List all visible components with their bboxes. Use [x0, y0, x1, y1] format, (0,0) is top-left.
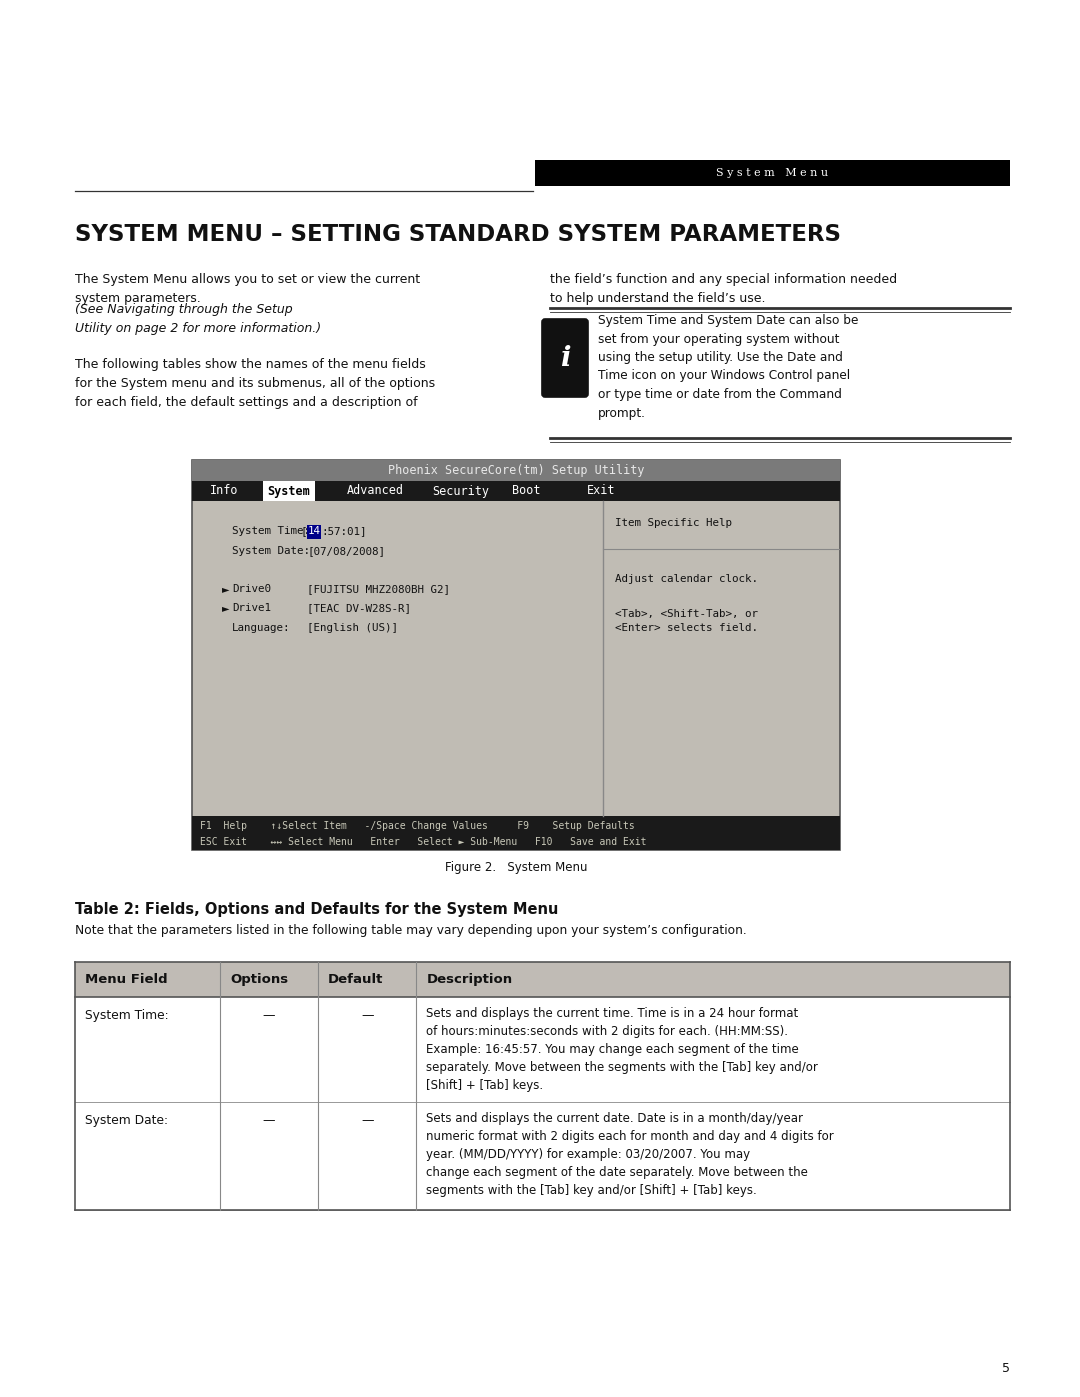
Text: 5: 5: [1002, 1362, 1010, 1375]
Text: Advanced: Advanced: [347, 485, 404, 497]
Bar: [75, 963, 1010, 997]
Text: System Time:: System Time:: [85, 1009, 168, 1023]
Bar: [603, 502, 839, 816]
Text: (See Navigating through the Setup
Utility on page 2 for more information.): (See Navigating through the Setup Utilit…: [75, 303, 321, 335]
Text: System Date:: System Date:: [85, 1113, 168, 1127]
Bar: [192, 460, 840, 481]
Text: The following tables show the names of the menu fields
for the System menu and i: The following tables show the names of t…: [75, 358, 435, 409]
Text: Phoenix SecureCore(tm) Setup Utility: Phoenix SecureCore(tm) Setup Utility: [388, 464, 645, 476]
Text: System Time and System Date can also be
set from your operating system without
u: System Time and System Date can also be …: [598, 314, 859, 419]
Text: Security: Security: [432, 485, 489, 497]
Text: Menu Field: Menu Field: [85, 972, 167, 986]
Text: [English (US)]: [English (US)]: [307, 623, 399, 633]
Text: Drive1: Drive1: [232, 604, 271, 613]
Bar: [192, 460, 840, 849]
Text: [FUJITSU MHZ2080BH G2]: [FUJITSU MHZ2080BH G2]: [307, 584, 450, 594]
FancyBboxPatch shape: [542, 319, 588, 397]
Text: F1  Help    ↑↓Select Item   -/Space Change Values     F9    Setup Defaults: F1 Help ↑↓Select Item -/Space Change Val…: [200, 821, 635, 831]
Bar: [192, 816, 840, 849]
Text: i: i: [559, 345, 570, 372]
Bar: [192, 481, 840, 502]
Text: Exit: Exit: [588, 485, 616, 497]
Text: Options: Options: [230, 972, 288, 986]
Text: 14: 14: [308, 527, 321, 536]
Text: [: [: [300, 527, 307, 536]
Text: —: —: [361, 1113, 374, 1127]
Text: <Tab>, <Shift-Tab>, or
<Enter> selects field.: <Tab>, <Shift-Tab>, or <Enter> selects f…: [615, 609, 758, 633]
Text: Default: Default: [328, 972, 383, 986]
Text: Info: Info: [210, 485, 239, 497]
Text: Drive0: Drive0: [232, 584, 271, 594]
Text: SYSTEM MENU – SETTING STANDARD SYSTEM PARAMETERS: SYSTEM MENU – SETTING STANDARD SYSTEM PA…: [75, 224, 841, 246]
Text: System Time:: System Time:: [232, 527, 310, 536]
Bar: [193, 502, 603, 816]
Text: S y s t e m   M e n u: S y s t e m M e n u: [716, 168, 828, 177]
Text: System Date:: System Date:: [232, 546, 310, 556]
Text: ►: ►: [222, 584, 229, 594]
Text: Sets and displays the current time. Time is in a 24 hour format
of hours:minutes: Sets and displays the current time. Time…: [427, 1007, 819, 1092]
Text: Boot: Boot: [512, 485, 540, 497]
Text: ►: ►: [222, 604, 229, 613]
Text: ESC Exit    ↔↔ Select Menu   Enter   Select ► Sub-Menu   F10   Save and Exit: ESC Exit ↔↔ Select Menu Enter Select ► S…: [200, 837, 647, 847]
Text: —: —: [262, 1009, 275, 1023]
Text: the field’s function and any special information needed
to help understand the f: the field’s function and any special inf…: [550, 272, 897, 305]
Text: System: System: [268, 485, 310, 497]
Text: —: —: [262, 1113, 275, 1127]
Text: Table 2: Fields, Options and Defaults for the System Menu: Table 2: Fields, Options and Defaults fo…: [75, 902, 558, 916]
Text: Language:: Language:: [232, 623, 291, 633]
Bar: [75, 1102, 1010, 1210]
Text: Description: Description: [427, 972, 512, 986]
Text: Note that the parameters listed in the following table may vary depending upon y: Note that the parameters listed in the f…: [75, 923, 746, 937]
Text: Sets and displays the current date. Date is in a month/day/year
numeric format w: Sets and displays the current date. Date…: [427, 1112, 834, 1197]
Text: Figure 2.   System Menu: Figure 2. System Menu: [445, 862, 588, 875]
Text: :57:01]: :57:01]: [321, 527, 366, 536]
Bar: [307, 525, 321, 539]
Text: [07/08/2008]: [07/08/2008]: [307, 546, 384, 556]
Bar: [535, 161, 1010, 186]
Text: Adjust calendar clock.: Adjust calendar clock.: [615, 574, 758, 584]
Bar: [75, 997, 1010, 1102]
Text: [TEAC DV-W28S-R]: [TEAC DV-W28S-R]: [307, 604, 411, 613]
Text: —: —: [361, 1009, 374, 1023]
Text: The System Menu allows you to set or view the current
system parameters.: The System Menu allows you to set or vie…: [75, 272, 420, 305]
Bar: [264, 481, 315, 502]
Text: Item Specific Help: Item Specific Help: [615, 518, 732, 528]
